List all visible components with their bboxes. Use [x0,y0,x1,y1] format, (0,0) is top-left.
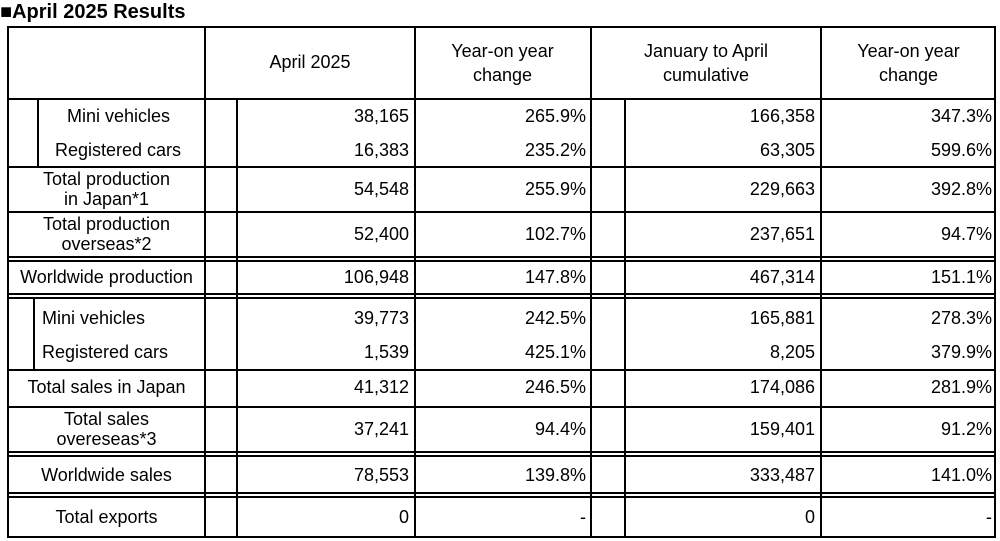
row-divider [7,297,996,299]
cell-yoy1: 246.5% [524,377,586,397]
cell-cumulative: 229,663 [749,179,815,199]
col-divider [590,26,592,538]
row-label: Total sales [63,409,150,429]
cell-cumulative: 174,086 [749,377,815,397]
col-divider [236,99,238,538]
table-outer-border [7,26,996,538]
cell-yoy2: 91.2% [940,419,992,439]
cell-yoy2: 278.3% [930,308,992,328]
cell-yoy2: 281.9% [930,377,992,397]
cell-month: 78,553 [353,465,409,485]
cell-month: 54,548 [353,179,409,199]
cell-yoy1: 235.2% [524,140,586,160]
row-divider [7,455,996,457]
cell-yoy1: - [580,507,586,527]
cell-cumulative: 333,487 [749,465,815,485]
cell-month: 38,165 [353,106,409,126]
cell-cumulative: 165,881 [749,308,815,328]
cell-yoy1: 102.7% [524,224,586,244]
row-label: overseas*2 [61,234,152,254]
row-divider [7,211,996,213]
row-divider [7,166,996,168]
row-label: Registered cars [42,342,169,362]
cell-yoy1: 94.4% [534,419,586,439]
cell-yoy1: 242.5% [524,308,586,328]
row-divider [7,492,996,494]
row-divider [7,406,996,408]
page-title: ■April 2025 Results [0,1,186,23]
cell-month: 0 [398,507,409,527]
cell-month: 37,241 [353,419,409,439]
cell-cumulative: 8,205 [769,342,815,362]
row-label: overeseas*3 [56,429,157,449]
header-yoy2-line1: Year-on year [857,41,960,61]
cell-month: 1,539 [363,342,409,362]
row-label: Total production [42,169,171,189]
cell-month: 39,773 [353,308,409,328]
header-yoy1-line2: change [472,65,533,85]
row-divider [7,369,996,371]
row-divider [7,451,996,453]
cell-cumulative: 63,305 [759,140,815,160]
row-divider [7,98,996,100]
row-label: Mini vehicles [42,308,146,328]
cell-yoy1: 139.8% [524,465,586,485]
row-label: Total production [42,214,171,234]
cell-yoy2: 347.3% [930,106,992,126]
col-divider [820,26,822,538]
cell-cumulative: 166,358 [749,106,815,126]
row-label: Worldwide production [20,267,193,287]
cell-yoy2: 141.0% [930,465,992,485]
cell-yoy1: 425.1% [524,342,586,362]
row-divider [7,496,996,498]
row-label: Total sales in Japan [27,377,186,397]
col-divider [414,26,416,538]
cell-month: 52,400 [353,224,409,244]
row-label: Worldwide sales [41,465,172,485]
header-month: April 2025 [269,52,351,72]
cell-month: 41,312 [353,377,409,397]
header-yoy1-line1: Year-on year [451,41,554,61]
col-divider [204,26,206,538]
cell-yoy2: 94.7% [940,224,992,244]
row-label: Mini vehicles [67,106,171,126]
cell-yoy1: 255.9% [524,179,586,199]
header-yoy2-line2: change [878,65,939,85]
cell-cumulative: 159,401 [749,419,815,439]
cell-yoy1: 147.8% [524,267,586,287]
row-divider [7,256,996,258]
col-divider [624,99,626,538]
row-divider [7,293,996,295]
row-label: Registered cars [55,140,182,160]
cell-cumulative: 237,651 [749,224,815,244]
cell-yoy2: 392.8% [930,179,992,199]
header-cumulative-line1: January to April [643,41,769,61]
cell-yoy1: 265.9% [524,106,586,126]
indent-divider [37,99,39,166]
indent-divider [33,297,35,369]
cell-yoy2: 599.6% [930,140,992,160]
row-label: Total exports [55,507,158,527]
header-cumulative-line2: cumulative [662,65,750,85]
cell-yoy2: 379.9% [930,342,992,362]
cell-month: 16,383 [353,140,409,160]
cell-month: 106,948 [343,267,409,287]
cell-yoy2: - [986,507,992,527]
cell-cumulative: 0 [804,507,815,527]
row-label: in Japan*1 [63,189,150,209]
row-divider [7,260,996,262]
cell-yoy2: 151.1% [930,267,992,287]
cell-cumulative: 467,314 [749,267,815,287]
